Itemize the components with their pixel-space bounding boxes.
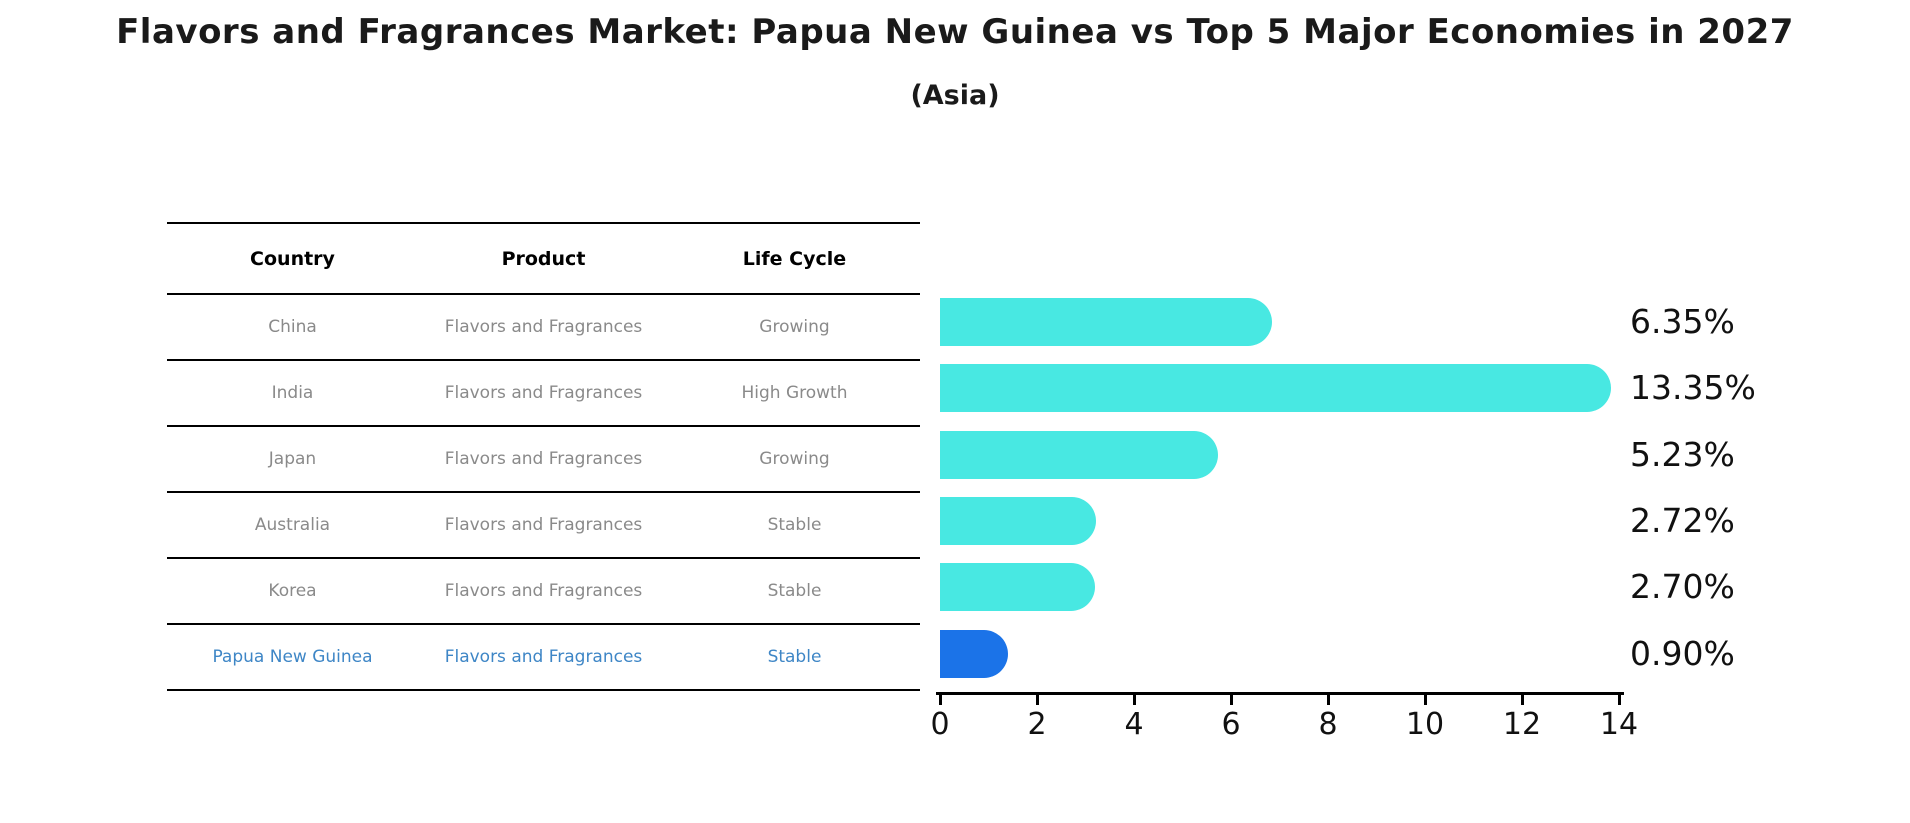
header-cell-product: Product xyxy=(501,247,586,270)
x-axis-tick-label: 0 xyxy=(930,707,950,742)
bar-value-label: 0.90% xyxy=(1630,633,1735,673)
cell-life-cycle: Stable xyxy=(767,515,822,535)
x-axis-tick-label: 2 xyxy=(1027,707,1047,742)
bar-korea xyxy=(940,563,1095,612)
cell-product: Flavors and Fragrances xyxy=(444,515,643,535)
bar-papua-new-guinea xyxy=(940,629,1008,678)
table-row: Papua New Guinea Flavors and Fragrances St… xyxy=(167,625,920,691)
chart-subtitle: (Asia) xyxy=(910,80,1000,111)
x-axis-tick-label: 14 xyxy=(1599,707,1639,742)
bar-australia xyxy=(940,496,1096,545)
table-row: Australia Flavors and Fragrances Stable xyxy=(167,493,920,559)
x-axis-tick xyxy=(1035,695,1039,705)
cell-country: Japan xyxy=(268,449,317,469)
x-axis-tick-label: 4 xyxy=(1124,707,1144,742)
data-table: Country Product Life Cycle China Flavors an… xyxy=(167,222,920,691)
cell-product: Flavors and Fragrances xyxy=(444,581,643,601)
bar-china xyxy=(940,298,1272,346)
x-axis-tick-label: 12 xyxy=(1502,707,1542,742)
table-row: China Flavors and Fragrances Growing xyxy=(167,295,920,361)
table-row: India Flavors and Fragrances High Growth xyxy=(167,361,920,427)
x-axis-tick xyxy=(1520,695,1524,705)
bar-value-label: 2.70% xyxy=(1630,567,1735,607)
cell-country: China xyxy=(268,317,317,337)
cell-product: Flavors and Fragrances xyxy=(444,317,643,337)
cell-life-cycle: High Growth xyxy=(741,383,848,403)
table-row: Japan Flavors and Fragrances Growing xyxy=(167,427,920,493)
table-row: Korea Flavors and Fragrances Stable xyxy=(167,559,920,625)
cell-country: Australia xyxy=(254,515,331,535)
cell-product: Flavors and Fragrances xyxy=(444,383,643,403)
bar-india xyxy=(940,364,1612,413)
bar-value-label: 2.72% xyxy=(1630,500,1735,540)
cell-life-cycle: Stable xyxy=(767,581,822,601)
x-axis-line xyxy=(936,692,1624,695)
cell-life-cycle: Growing xyxy=(759,317,830,337)
x-axis-tick-label: 6 xyxy=(1221,707,1241,742)
bar-value-label: 5.23% xyxy=(1630,434,1735,474)
header-cell-life-cycle: Life Cycle xyxy=(742,247,847,270)
cell-country: India xyxy=(271,383,314,403)
x-axis-tick xyxy=(1326,695,1330,705)
x-axis-tick xyxy=(1229,695,1233,705)
bar-value-label: 6.35% xyxy=(1630,302,1735,341)
x-axis-tick xyxy=(938,695,942,705)
bar-japan xyxy=(940,430,1218,479)
header-cell-country: Country xyxy=(250,247,335,270)
table-header-row: Country Product Life Cycle xyxy=(167,224,920,295)
cell-life-cycle: Growing xyxy=(759,449,830,469)
cell-country: Papua New Guinea xyxy=(212,647,373,667)
cell-life-cycle: Stable xyxy=(767,647,822,667)
cell-product: Flavors and Fragrances xyxy=(444,449,643,469)
page-title: Flavors and Fragrances Market: Papua New… xyxy=(116,12,1794,52)
table-body: China Flavors and Fragrances Growing India F… xyxy=(167,295,920,691)
cell-country: Korea xyxy=(268,581,317,601)
x-axis-tick xyxy=(1132,695,1136,705)
x-axis-tick-label: 10 xyxy=(1405,707,1445,742)
x-axis-tick xyxy=(1617,695,1621,705)
bar-value-label: 13.35% xyxy=(1630,368,1756,408)
x-axis-tick-label: 8 xyxy=(1318,707,1338,742)
x-axis-tick xyxy=(1423,695,1427,705)
cell-product: Flavors and Fragrances xyxy=(444,647,643,667)
